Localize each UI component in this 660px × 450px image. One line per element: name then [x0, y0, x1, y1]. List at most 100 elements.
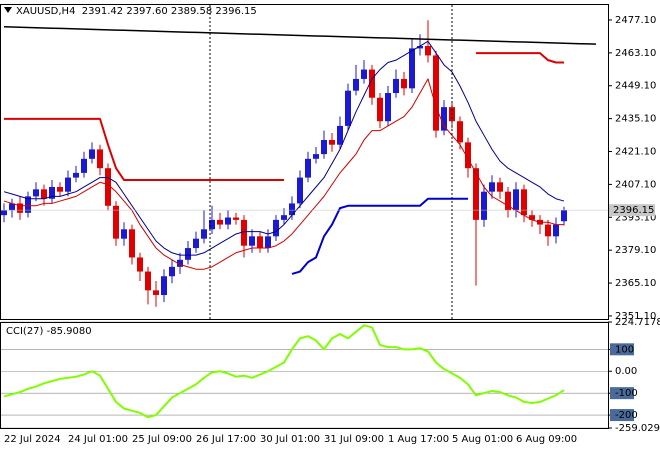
indicator-line — [4, 117, 284, 181]
candle-body — [505, 191, 511, 211]
y-tick-label: -259.0297 — [615, 423, 660, 434]
x-tick-label: 1 Aug 17:00 — [388, 434, 449, 445]
candle-body — [209, 219, 215, 230]
candle-body — [289, 203, 295, 216]
candle-body — [313, 154, 319, 159]
candle-body — [177, 259, 183, 267]
current-price-box — [609, 204, 655, 217]
candle-body — [513, 189, 519, 211]
y-tick-label: 2449.10 — [615, 81, 656, 92]
candle-body — [185, 248, 191, 260]
indicator-label: CCI(27) -85.9080 — [6, 326, 92, 337]
x-tick-label: 5 Aug 01:00 — [452, 434, 513, 445]
candle-body — [353, 78, 359, 91]
candle-body — [305, 158, 311, 178]
candle-body — [249, 236, 255, 246]
candle-body — [409, 48, 415, 89]
candle-body — [401, 78, 407, 89]
candle-body — [105, 168, 111, 206]
y-tick-label: 2393.10 — [615, 212, 656, 223]
candle-body — [433, 55, 439, 131]
y-tick-box — [610, 409, 634, 422]
indicator-line — [3, 40, 565, 256]
y-tick-label: 0.00 — [615, 366, 637, 377]
candle-body — [369, 69, 375, 98]
y-tick-label: 2435.10 — [615, 114, 656, 125]
candle-body — [241, 219, 247, 246]
candle-body — [321, 140, 327, 155]
candle-body — [393, 78, 399, 94]
candle-body — [129, 229, 135, 258]
indicator-panel-frame — [0, 322, 609, 429]
candle-body — [193, 238, 199, 249]
candle-body — [281, 215, 287, 220]
candle-body — [73, 172, 79, 178]
indicator-line — [3, 78, 564, 270]
candle-body — [257, 236, 263, 249]
candle-body — [529, 215, 535, 220]
y-tick-box — [610, 343, 634, 356]
x-tick-label: 6 Aug 09:00 — [516, 434, 577, 445]
candle-body — [137, 257, 143, 272]
candle-body — [561, 210, 567, 222]
candle-body — [425, 46, 431, 56]
candle-body — [161, 276, 167, 296]
candle-body — [265, 236, 271, 249]
candle-body — [457, 121, 463, 143]
candle-body — [273, 219, 279, 237]
candle-body — [41, 189, 47, 199]
x-tick-label: 25 Jul 09:00 — [132, 434, 192, 445]
candle-body — [473, 168, 479, 220]
x-tick-label: 22 Jul 2024 — [4, 434, 61, 445]
x-tick-label: 30 Jul 01:00 — [260, 434, 320, 445]
candle-body — [121, 229, 127, 239]
candle-body — [233, 217, 239, 220]
candle-body — [521, 189, 527, 216]
candle-body — [57, 186, 63, 192]
candle-body — [153, 290, 159, 296]
candle-body — [225, 217, 231, 225]
candle-body — [545, 224, 551, 237]
y-tick-label: -100 — [615, 388, 638, 399]
candle-body — [113, 205, 119, 239]
candle-body — [465, 142, 471, 169]
y-tick-label: 224.7178 — [615, 317, 660, 328]
y-tick-label: 100 — [615, 344, 634, 355]
plot-layers — [1, 20, 608, 429]
x-tick-label: 31 Jul 09:00 — [324, 434, 384, 445]
y-tick-label: 2477.10 — [615, 15, 656, 26]
indicator-line — [291, 197, 468, 275]
candle-body — [345, 90, 351, 126]
y-tick-label: 2365.10 — [615, 278, 656, 289]
candle-body — [169, 266, 175, 277]
y-tick-label: -200 — [615, 410, 638, 421]
candle-body — [385, 93, 391, 122]
candle-body — [25, 196, 31, 213]
candle-body — [297, 177, 303, 204]
symbol-icon — [4, 7, 12, 13]
candle-body — [417, 46, 423, 49]
candle-body — [481, 191, 487, 220]
candle-body — [9, 203, 15, 211]
y-tick-label: 2421.10 — [615, 147, 656, 158]
candle-body — [497, 182, 503, 192]
y-tick-box — [610, 387, 634, 400]
candle-body — [441, 107, 447, 131]
candle-body — [97, 149, 103, 169]
x-tick-label: 24 Jul 01:00 — [68, 434, 128, 445]
candle-body — [489, 182, 495, 192]
indicator-line — [476, 52, 564, 64]
candle-body — [81, 158, 87, 173]
candle-body — [49, 186, 55, 199]
chart-header: XAUUSD,H4 2391.42 2397.60 2389.58 2396.1… — [16, 6, 257, 17]
current-price-label: 2396.15 — [613, 205, 654, 216]
y-tick-label: 2463.10 — [615, 48, 656, 59]
candle-body — [145, 271, 151, 291]
candle-body — [33, 189, 39, 197]
candle-body — [329, 140, 335, 145]
candle-body — [17, 203, 23, 213]
candle-body — [361, 69, 367, 79]
